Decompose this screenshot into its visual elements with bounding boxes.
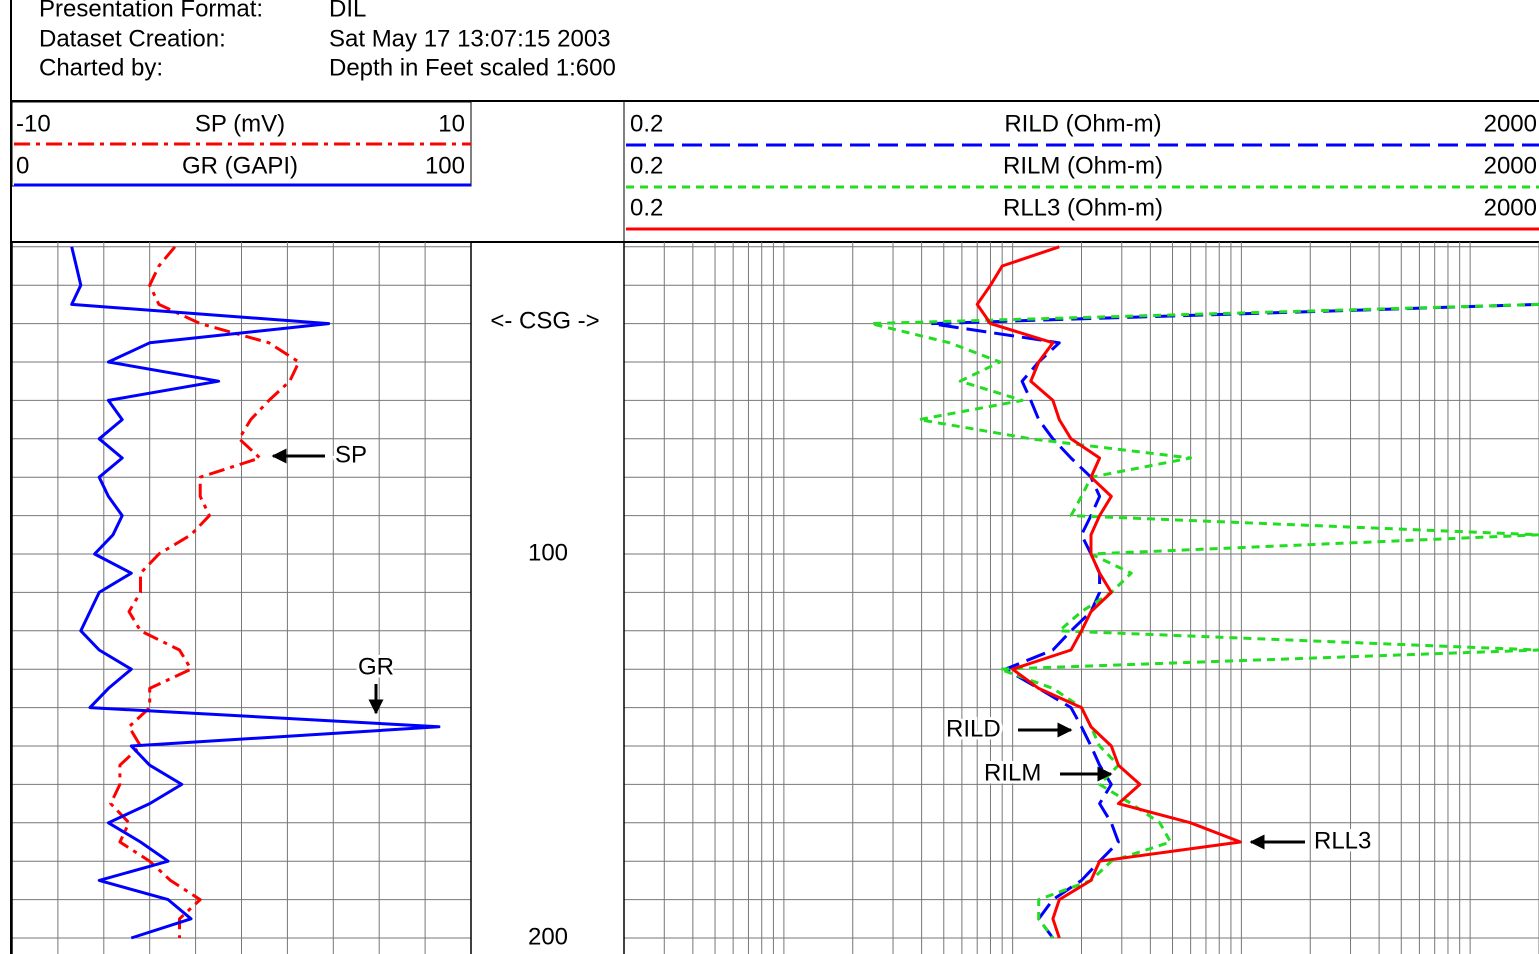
depth-label: 100 [528,539,568,566]
annotation: <- CSG -> [490,307,599,334]
legend: -10 SP (mV) 10 0 GR (GAPI) 100 0.2 RILD … [16,110,1537,221]
log-curve [869,302,1539,939]
annotation: RILM [984,759,1041,786]
depth-label: 200 [528,923,568,950]
header-value: DIL [329,0,366,22]
legend-entry: GR (GAPI) [182,152,298,179]
legend-max: 2000 [1484,152,1537,179]
legend-entry: RILM (Ohm-m) [1003,152,1163,179]
header-label: Dataset Creation: [39,25,226,52]
header-label: Charted by: [39,54,163,81]
legend-entry: RILD (Ohm-m) [1004,110,1161,137]
header: Presentation Format: DIL Dataset Creatio… [39,0,616,81]
curves [869,245,1539,939]
log-curve [975,245,1242,939]
legend-entry: SP (mV) [195,110,285,137]
log-curve [70,246,441,940]
header-label: Presentation Format: [39,0,263,22]
legend-max: 2000 [1484,194,1537,221]
log-curve [109,245,301,938]
log-curve [929,302,1539,939]
legend-max: 10 [438,110,465,137]
track [623,242,1539,954]
legend-min: -10 [16,110,51,137]
header-value: Sat May 17 13:07:15 2003 [329,25,611,52]
legend-max: 100 [425,152,465,179]
legend-min: 0.2 [630,152,663,179]
annotation: GR [358,653,394,680]
legend-min: 0.2 [630,194,663,221]
curves [70,245,441,940]
legend-min: 0 [16,152,29,179]
header-value: Depth in Feet scaled 1:600 [329,54,616,81]
annotation: RILD [946,715,1001,742]
legend-entry: RLL3 (Ohm-m) [1003,194,1163,221]
legend-max: 2000 [1484,110,1537,137]
legend-min: 0.2 [630,110,663,137]
track: 100 200 [11,242,568,954]
annotation: SP [335,441,367,468]
annotation: RLL3 [1314,827,1371,854]
